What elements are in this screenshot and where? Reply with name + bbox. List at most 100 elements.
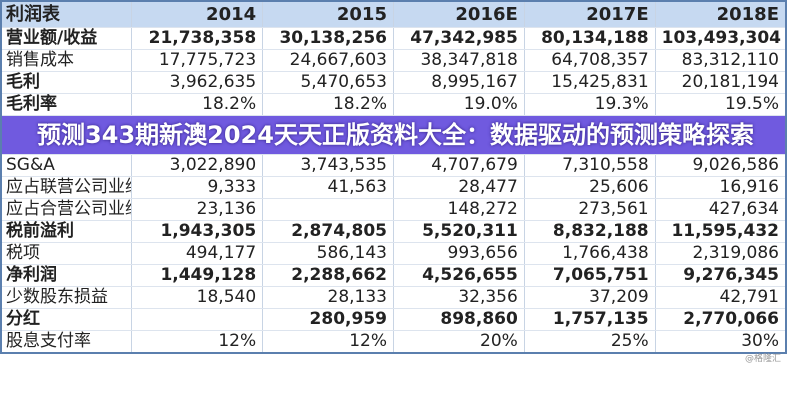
cell-value: 586,143 (262, 242, 394, 265)
table-row: 净利润 1,449,128 2,288,662 4,526,655 7,065,751 9… (1, 264, 787, 287)
cell-value: 1,766,438 (524, 242, 656, 265)
cell-value: 1,757,135 (524, 308, 656, 331)
cell-value: 1,943,305 (131, 220, 264, 243)
watermark: @格隆汇 (744, 354, 781, 364)
table-row: 税前溢利 1,943,305 2,874,805 5,520,311 8,832,188… (1, 220, 787, 243)
cell-value: 280,959 (262, 308, 394, 331)
cell-value: 273,561 (524, 198, 656, 221)
row-label: 股息支付率 (1, 330, 133, 354)
row-label: SG&A (1, 154, 133, 177)
cell-value: 30% (655, 330, 787, 354)
cell-value: 32,356 (393, 286, 525, 309)
table-row: 毛利率 18.2% 18.2% 19.0% 19.3% 19.5% (1, 93, 787, 116)
table-row: SG&A 3,022,890 3,743,535 4,707,679 7,310,558… (1, 154, 787, 177)
row-label: 应占联营公司业绩 (1, 176, 133, 199)
column-header: 2015 (262, 1, 394, 28)
cell-value: 18,540 (131, 286, 264, 309)
row-label: 毛利 (1, 71, 133, 94)
banner-title: 预测343期新澳2024天天正版资料大全：数据驱动的预测策略探索 (37, 121, 754, 149)
cell-value: 83,312,110 (655, 49, 787, 72)
row-label: 分红 (1, 308, 133, 331)
cell-value: 25% (524, 330, 656, 354)
cell-value: 42,791 (655, 286, 787, 309)
row-label: 应占合营公司业绩 (1, 198, 133, 221)
cell-value: 993,656 (393, 242, 525, 265)
table-row: 应占联营公司业绩 9,333 41,563 28,477 25,606 16,916 (1, 176, 787, 199)
cell-value: 9,276,345 (655, 264, 787, 287)
cell-value: 18.2% (131, 93, 264, 116)
cell-value: 2,874,805 (262, 220, 394, 243)
cell-value: 30,138,256 (262, 27, 394, 50)
cell-value: 8,832,188 (524, 220, 656, 243)
cell-value: 19.3% (524, 93, 656, 116)
title-banner: 预测343期新澳2024天天正版资料大全：数据驱动的预测策略探索 (2, 116, 785, 154)
banner-cell: 预测343期新澳2024天天正版资料大全：数据驱动的预测策略探索 (1, 115, 787, 155)
cell-value: 148,272 (393, 198, 525, 221)
cell-value: 103,493,304 (655, 27, 787, 50)
cell-value: 38,347,818 (393, 49, 525, 72)
row-label: 销售成本 (1, 49, 133, 72)
cell-value: 427,634 (655, 198, 787, 221)
cell-value: 7,310,558 (524, 154, 656, 177)
table-row: 分红 280,959 898,860 1,757,135 2,770,066 (1, 308, 787, 331)
cell-value: 25,606 (524, 176, 656, 199)
cell-value: 8,995,167 (393, 71, 525, 94)
cell-value: 21,738,358 (131, 27, 264, 50)
cell-value: 20,181,194 (655, 71, 787, 94)
table-row: 毛利 3,962,635 5,470,653 8,995,167 15,425,831 2… (1, 71, 787, 94)
cell-value: 19.0% (393, 93, 525, 116)
cell-value: 37,209 (524, 286, 656, 309)
cell-value: 5,470,653 (262, 71, 394, 94)
row-label: 少数股东损益 (1, 286, 133, 309)
cell-value: 494,177 (131, 242, 264, 265)
cell-value: 3,022,890 (131, 154, 264, 177)
cell-value: 28,133 (262, 286, 394, 309)
column-header: 2017E (524, 1, 656, 28)
cell-value: 11,595,432 (655, 220, 787, 243)
row-label: 净利润 (1, 264, 133, 287)
table-row: 少数股东损益 18,540 28,133 32,356 37,209 42,791 (1, 286, 787, 309)
cell-value: 7,065,751 (524, 264, 656, 287)
cell-value: 28,477 (393, 176, 525, 199)
cell-value: 3,962,635 (131, 71, 264, 94)
cell-value: 5,520,311 (393, 220, 525, 243)
income-statement-table: 利润表 2014 2015 2016E 2017E 2018E 营业额/收益 21,738,3… (0, 0, 787, 354)
cell-value (131, 308, 264, 331)
cell-value: 12% (262, 330, 394, 354)
cell-value: 9,026,586 (655, 154, 787, 177)
cell-value: 80,134,188 (524, 27, 656, 50)
table-row: 营业额/收益 21,738,358 30,138,256 47,342,985 80,1… (1, 27, 787, 50)
table-row: 税项 494,177 586,143 993,656 1,766,438 2,319,08… (1, 242, 787, 265)
cell-value: 64,708,357 (524, 49, 656, 72)
table-row: 应占合营公司业绩 23,136 148,272 273,561 427,634 (1, 198, 787, 221)
column-header: 2016E (393, 1, 525, 28)
row-label: 税项 (1, 242, 133, 265)
row-label: 营业额/收益 (1, 27, 133, 50)
cell-value: 2,288,662 (262, 264, 394, 287)
cell-value: 898,860 (393, 308, 525, 331)
cell-value: 24,667,603 (262, 49, 394, 72)
cell-value: 2,319,086 (655, 242, 787, 265)
cell-value: 1,449,128 (131, 264, 264, 287)
cell-value: 4,526,655 (393, 264, 525, 287)
cell-value: 18.2% (262, 93, 394, 116)
cell-value: 17,775,723 (131, 49, 264, 72)
cell-value: 9,333 (131, 176, 264, 199)
header-row: 利润表 2014 2015 2016E 2017E 2018E (1, 1, 787, 28)
column-header: 2018E (655, 1, 787, 28)
cell-value: 3,743,535 (262, 154, 394, 177)
cell-value: 41,563 (262, 176, 394, 199)
cell-value: 20% (393, 330, 525, 354)
column-header: 2014 (131, 1, 264, 28)
cell-value: 16,916 (655, 176, 787, 199)
table-row: 股息支付率 12% 12% 20% 25% 30% (1, 330, 787, 354)
cell-value: 47,342,985 (393, 27, 525, 50)
row-label: 毛利率 (1, 93, 133, 116)
cell-value: 19.5% (655, 93, 787, 116)
cell-value: 4,707,679 (393, 154, 525, 177)
cell-value: 23,136 (131, 198, 264, 221)
row-label: 税前溢利 (1, 220, 133, 243)
cell-value: 12% (131, 330, 264, 354)
cell-value (262, 198, 394, 221)
table-row: 销售成本 17,775,723 24,667,603 38,347,818 64,708… (1, 49, 787, 72)
